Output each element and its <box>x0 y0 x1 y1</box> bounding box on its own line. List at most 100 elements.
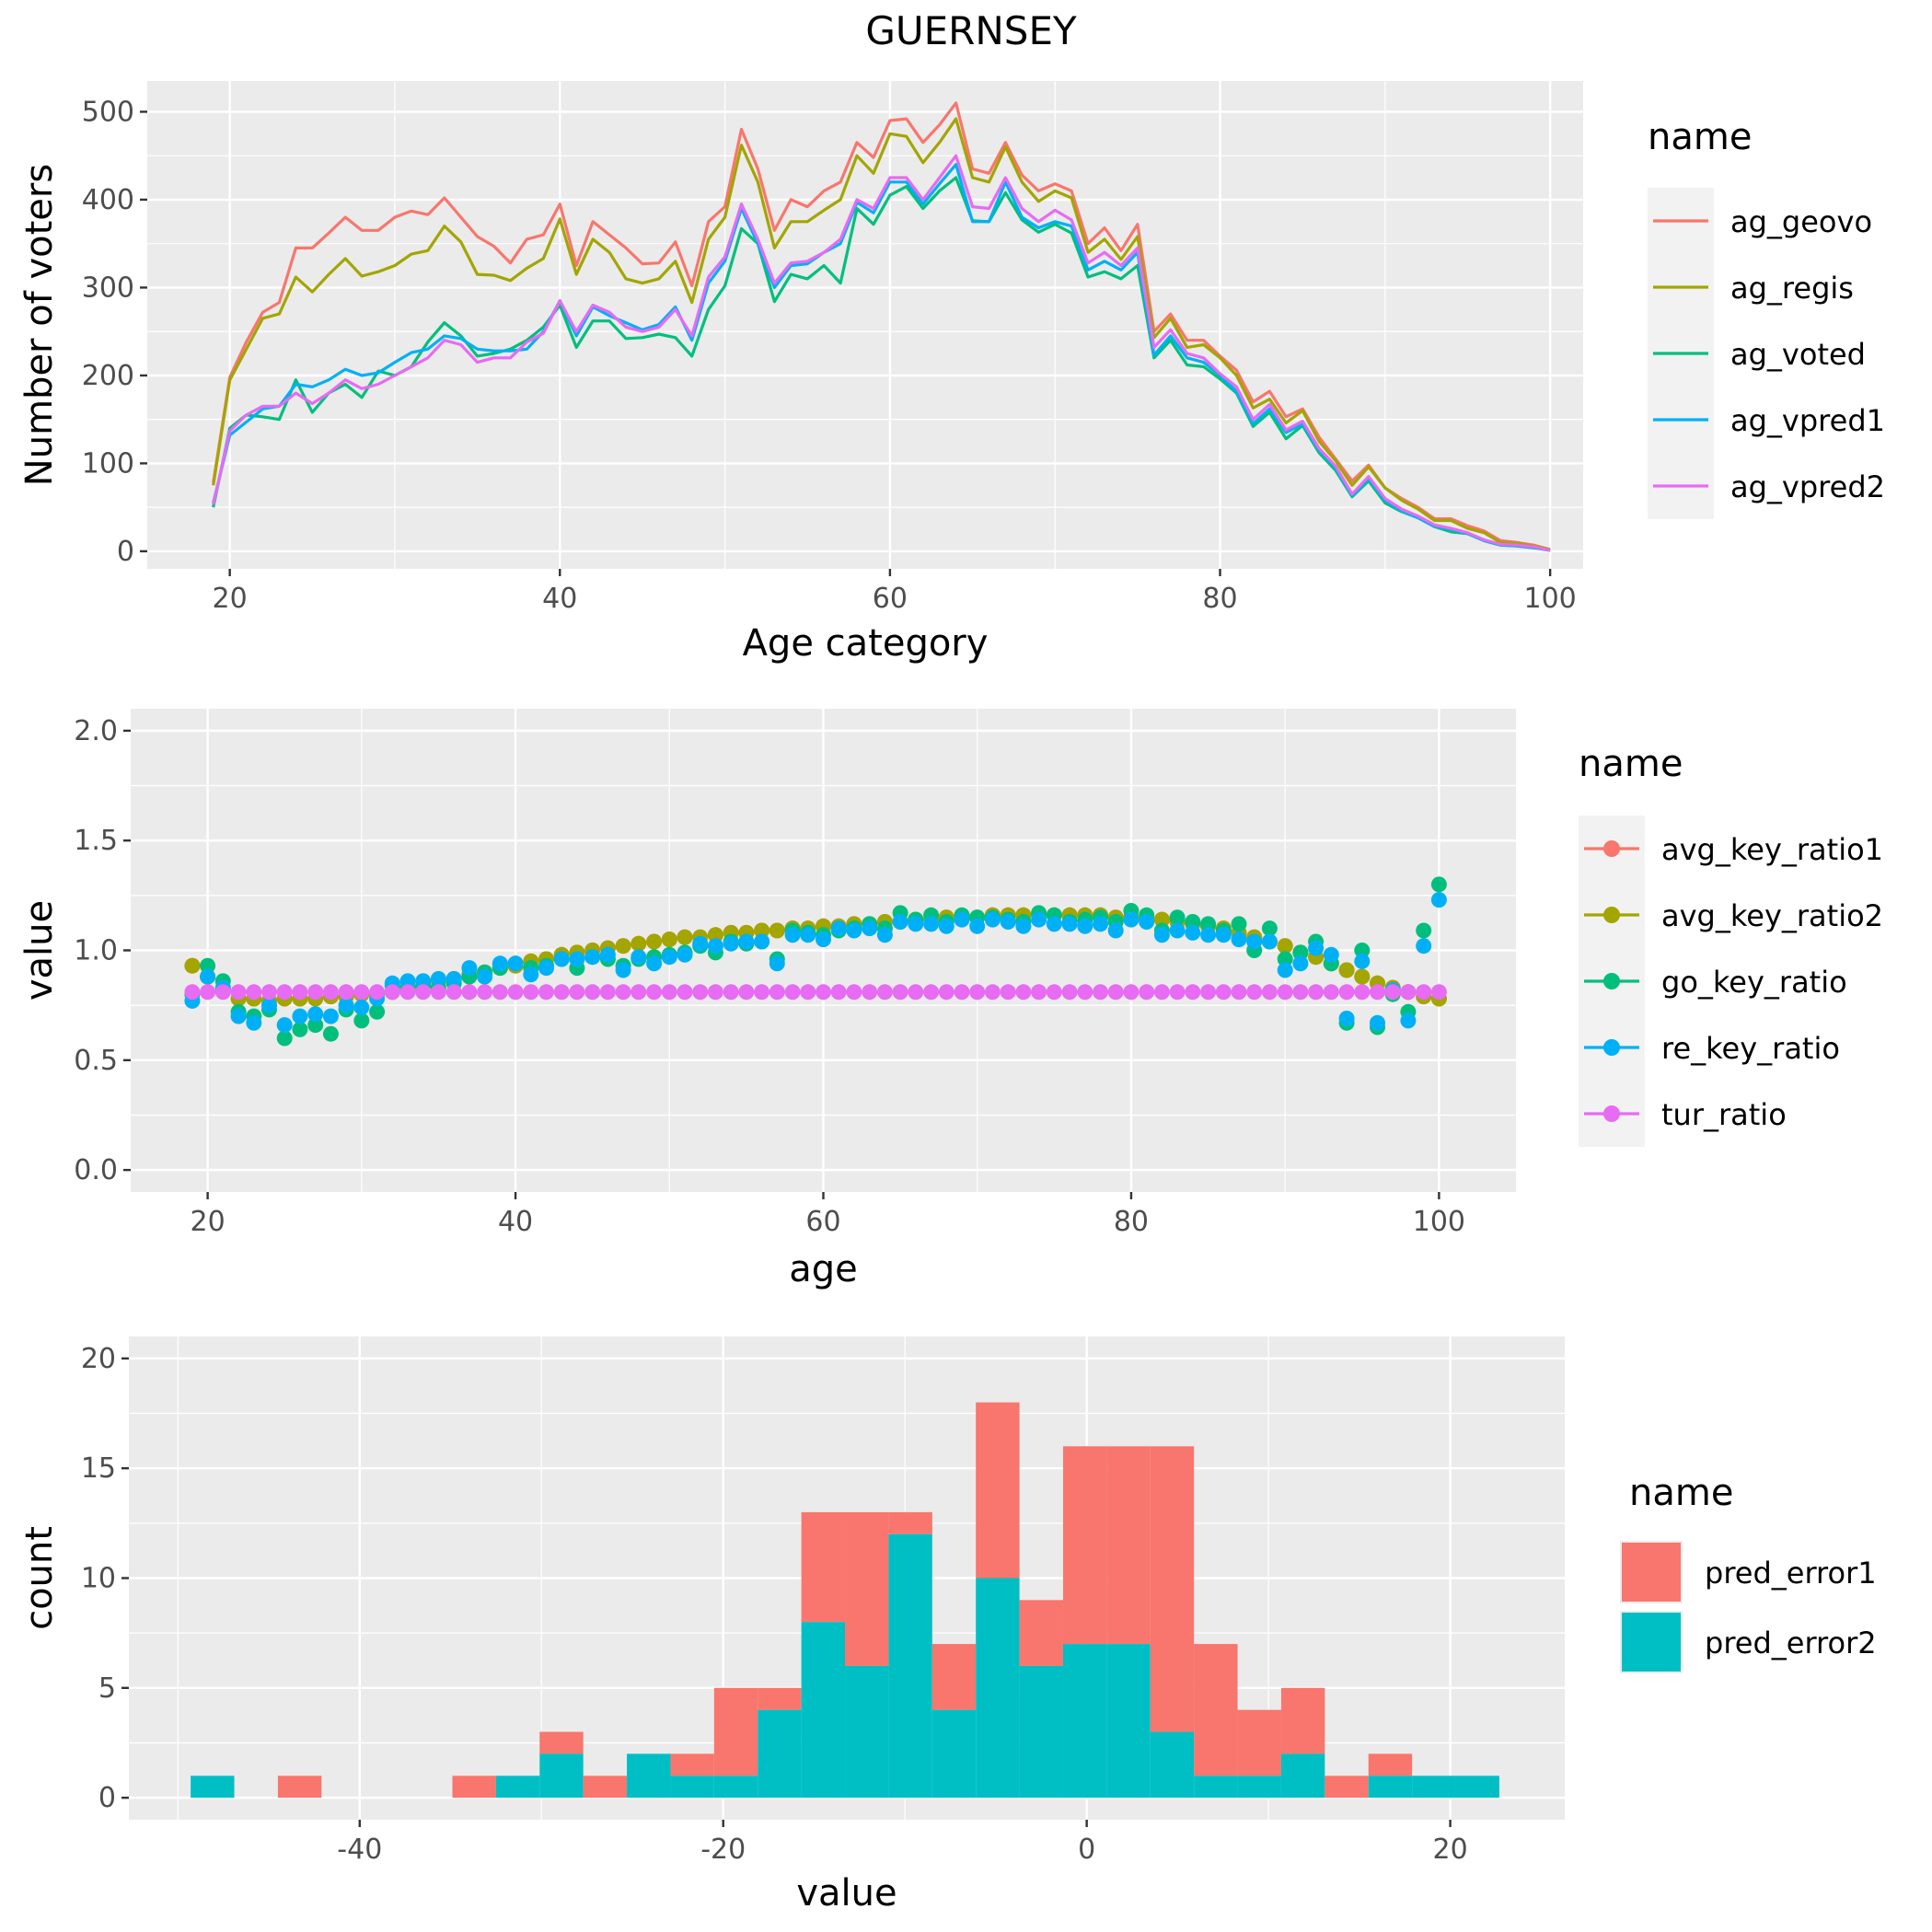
legend-item-avg-key-ratio2: avg_key_ratio2 <box>1579 882 1883 948</box>
legend: name avg_key_ratio1 avg_key_ratio2 go_key_r… <box>1579 743 1883 1147</box>
data-point <box>292 984 308 1001</box>
data-point <box>507 984 524 1001</box>
bar-pred-error1 <box>931 1644 977 1710</box>
legend-item-pred-error2: pred_error2 <box>1620 1611 1877 1673</box>
data-point <box>784 927 801 943</box>
data-point <box>1139 914 1155 930</box>
data-point <box>631 984 647 1001</box>
legend-item-tur-ratio: tur_ratio <box>1579 1081 1787 1147</box>
data-point <box>984 984 1001 1001</box>
data-point <box>754 984 770 1001</box>
data-point <box>846 984 862 1001</box>
data-point <box>200 984 216 1001</box>
data-point <box>1292 955 1309 972</box>
legend-title: name <box>1579 743 1683 785</box>
data-point <box>1338 984 1355 1001</box>
bar-pred-error1 <box>583 1776 628 1799</box>
data-point <box>1185 914 1201 930</box>
data-point <box>1323 946 1339 963</box>
data-point <box>800 927 816 943</box>
data-point <box>1061 984 1078 1001</box>
data-point <box>292 1021 308 1037</box>
legend-label: ag_regis <box>1730 271 1854 306</box>
x-tick-label: 100 <box>1413 1206 1465 1238</box>
data-point <box>707 938 723 954</box>
data-point <box>445 971 462 987</box>
bar-pred-error1 <box>888 1511 932 1534</box>
data-point <box>1354 953 1371 969</box>
x-tick-label: 40 <box>542 583 577 615</box>
series-points-tur-ratio <box>184 984 1447 1001</box>
data-point <box>1153 984 1170 1001</box>
data-point <box>1077 918 1093 934</box>
data-point <box>214 984 231 1001</box>
x-tick-label: 20 <box>191 1206 226 1238</box>
data-point <box>1354 984 1371 1001</box>
data-point <box>430 984 446 1001</box>
legend-item-ag-voted: ag_voted <box>1648 320 1866 387</box>
y-tick-label: 100 <box>82 447 134 480</box>
data-point <box>908 984 924 1001</box>
data-point <box>584 984 601 1001</box>
bar-pred-error2 <box>495 1776 540 1799</box>
bar-pred-error1 <box>277 1776 322 1799</box>
legend: name pred_error1 pred_error2 <box>1620 1472 1877 1673</box>
legend-key-swatch <box>1622 1613 1681 1672</box>
data-point <box>492 955 508 972</box>
chart-3: -40 -20 0 20 0 5 10 15 20 value count name pred_erro… <box>18 1336 1877 1915</box>
y-axis-title: count <box>18 1526 61 1630</box>
data-point <box>1015 984 1032 1001</box>
data-point <box>1153 927 1170 943</box>
data-point <box>353 984 370 1001</box>
legend-title: name <box>1648 116 1752 158</box>
data-point <box>461 960 478 977</box>
data-point <box>769 984 785 1001</box>
data-point <box>738 984 755 1001</box>
data-point <box>1031 984 1047 1001</box>
legend-key-point <box>1603 1105 1620 1122</box>
legend-label: go_key_ratio <box>1661 965 1847 1000</box>
data-point <box>1169 922 1186 939</box>
data-point <box>830 984 847 1001</box>
data-point <box>646 984 663 1001</box>
data-point <box>353 1000 370 1015</box>
data-point <box>615 962 631 978</box>
data-point <box>184 984 201 1001</box>
data-point <box>938 984 954 1001</box>
data-point <box>261 984 277 1001</box>
data-point <box>276 1030 293 1047</box>
series-line-ag-voted <box>212 176 1551 552</box>
data-point <box>784 984 801 1001</box>
data-point <box>523 984 539 1001</box>
panel-background <box>147 81 1583 569</box>
y-tick-label: 10 <box>81 1563 116 1595</box>
data-point <box>584 949 601 966</box>
data-point <box>1416 938 1432 954</box>
data-point <box>769 955 785 972</box>
data-point <box>1139 984 1155 1001</box>
data-point <box>661 984 677 1001</box>
data-point <box>230 984 247 1001</box>
y-tick-label: 1.0 <box>74 935 118 967</box>
data-point <box>1215 984 1232 1001</box>
data-point <box>1015 918 1032 934</box>
data-point <box>307 984 324 1001</box>
y-tick-label: 5 <box>98 1672 116 1705</box>
x-tick-label: -20 <box>700 1834 746 1866</box>
bar-pred-error1 <box>539 1731 584 1754</box>
series-line-ag-geovo <box>212 101 1551 551</box>
y-tick-label: 0.0 <box>74 1154 118 1186</box>
bar-pred-error2 <box>191 1776 235 1799</box>
bar-pred-error2 <box>1150 1731 1195 1799</box>
series-line-ag-regis <box>212 117 1551 551</box>
data-point <box>954 984 970 1001</box>
legend-item-ag-geovo: ag_geovo <box>1648 188 1872 254</box>
data-point <box>1046 916 1062 932</box>
data-point <box>1231 916 1247 932</box>
data-point <box>631 949 647 966</box>
y-tick-label: 200 <box>82 360 134 392</box>
legend-label: ag_voted <box>1730 337 1866 372</box>
data-point <box>846 922 862 939</box>
data-point <box>553 951 570 967</box>
data-point <box>646 955 663 972</box>
